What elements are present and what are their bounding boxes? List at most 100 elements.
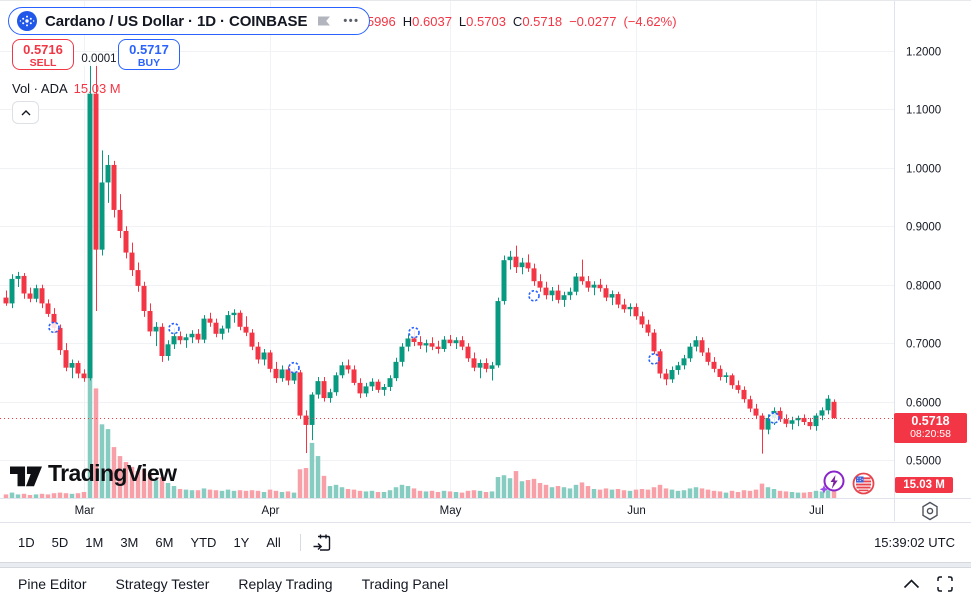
candle-121 bbox=[729, 373, 735, 389]
candle-113 bbox=[681, 354, 687, 370]
candle-body bbox=[3, 297, 9, 304]
candle-body bbox=[663, 373, 669, 380]
collapse-legend-button[interactable] bbox=[12, 101, 39, 124]
sell-price: 0.5716 bbox=[23, 42, 63, 57]
volume-bar bbox=[573, 484, 579, 498]
volume-bar bbox=[309, 442, 315, 498]
tab-trading-panel[interactable]: Trading Panel bbox=[361, 575, 449, 592]
candle-109 bbox=[657, 348, 663, 379]
volume-bar bbox=[423, 491, 429, 498]
candle-body bbox=[747, 399, 753, 409]
volume-bar bbox=[729, 490, 735, 498]
price-tick-label: 1.0000 bbox=[906, 164, 941, 176]
range-3m[interactable]: 3M bbox=[120, 535, 139, 550]
candle-body bbox=[123, 230, 129, 253]
candle-36 bbox=[219, 325, 225, 340]
candle-77 bbox=[465, 343, 471, 362]
candle-body bbox=[99, 182, 105, 250]
volume-bar bbox=[183, 489, 189, 498]
candle-120 bbox=[723, 372, 729, 383]
volume-bar bbox=[723, 492, 729, 498]
tab-pine-editor[interactable]: Pine Editor bbox=[18, 575, 87, 592]
price-tick-label: 1.2000 bbox=[906, 47, 941, 59]
candle-125 bbox=[753, 403, 759, 420]
candle-5 bbox=[33, 284, 39, 303]
volume-bar bbox=[153, 480, 159, 498]
candle-body bbox=[711, 361, 717, 369]
volume-bar bbox=[501, 475, 507, 498]
volume-bar bbox=[561, 487, 567, 498]
volume-bar bbox=[351, 489, 357, 498]
price-axis[interactable]: 1.2000 1.1000 1.0000 0.9000 0.8000 0.7000 0.60… bbox=[906, 47, 941, 468]
fullscreen-icon[interactable] bbox=[937, 575, 953, 592]
candles-layer bbox=[3, 56, 837, 454]
volume-bar bbox=[363, 491, 369, 498]
clock-utc[interactable]: 15:39:02 UTC bbox=[874, 535, 955, 550]
range-1y[interactable]: 1Y bbox=[233, 535, 250, 550]
expand-panel-chevron-icon[interactable] bbox=[903, 578, 920, 589]
range-1d[interactable]: 1D bbox=[18, 535, 35, 550]
volume-bar bbox=[123, 462, 129, 498]
candle-body bbox=[609, 294, 615, 298]
candle-126 bbox=[759, 413, 765, 454]
candle-body bbox=[339, 365, 345, 376]
bottom-panel: Pine Editor Strategy Tester Replay Tradi… bbox=[0, 568, 971, 598]
candle-52 bbox=[315, 377, 321, 399]
volume-bar bbox=[165, 483, 171, 498]
candle-body bbox=[285, 369, 291, 381]
candle-91 bbox=[549, 287, 555, 302]
price-scale-settings-gear-icon[interactable] bbox=[920, 501, 940, 521]
time-axis[interactable]: Mar Apr May Jun Jul bbox=[75, 505, 824, 517]
range-1m[interactable]: 1M bbox=[85, 535, 104, 550]
candle-body bbox=[237, 312, 243, 327]
candle-41 bbox=[249, 329, 255, 351]
flag-icon[interactable] bbox=[317, 15, 331, 28]
candle-19 bbox=[117, 194, 123, 238]
us-economic-event-flag-icon[interactable] bbox=[851, 471, 876, 496]
crypto-event-lightning-icon[interactable] bbox=[818, 469, 846, 496]
range-6m[interactable]: 6M bbox=[155, 535, 174, 550]
candle-body bbox=[45, 303, 51, 314]
candle-81 bbox=[489, 361, 495, 381]
candle-33 bbox=[201, 315, 207, 344]
candle-body bbox=[69, 363, 75, 368]
volume-bar bbox=[333, 484, 339, 498]
candle-body bbox=[21, 275, 27, 294]
volume-bar bbox=[585, 486, 591, 498]
buy-button[interactable]: 0.5717 BUY bbox=[118, 39, 180, 70]
candle-80 bbox=[483, 358, 489, 373]
sell-button[interactable]: 0.5716 SELL bbox=[12, 39, 74, 70]
candle-58 bbox=[351, 365, 357, 386]
tab-replay-trading[interactable]: Replay Trading bbox=[238, 575, 333, 592]
candle-88 bbox=[531, 263, 537, 286]
candle-73 bbox=[441, 336, 447, 352]
volume-bar bbox=[105, 429, 111, 498]
candle-body bbox=[741, 389, 747, 400]
range-5d[interactable]: 5D bbox=[51, 535, 69, 550]
candle-body bbox=[249, 332, 255, 347]
range-all[interactable]: All bbox=[266, 535, 281, 550]
tab-strategy-tester[interactable]: Strategy Tester bbox=[115, 575, 210, 592]
candlestick-chart[interactable]: 1.2000 1.1000 1.0000 0.9000 0.8000 0.7000 0.60… bbox=[0, 1, 971, 522]
symbol-button[interactable]: Cardano / US Dollar · 1D · COINBASE ••• bbox=[8, 7, 371, 35]
candle-70 bbox=[423, 339, 429, 353]
candle-body bbox=[777, 410, 783, 420]
volume-bar bbox=[699, 488, 705, 498]
candle-body bbox=[405, 338, 411, 347]
panel-separator bbox=[0, 562, 971, 568]
volume-bar bbox=[411, 488, 417, 498]
volume-bar bbox=[261, 492, 267, 498]
volume-bar bbox=[135, 471, 141, 498]
volume-bar bbox=[657, 484, 663, 498]
go-to-date-button[interactable] bbox=[311, 532, 333, 554]
more-options-icon[interactable]: ••• bbox=[343, 15, 360, 27]
candle-31 bbox=[189, 330, 195, 344]
volume-bar bbox=[801, 492, 807, 498]
volume-bar bbox=[669, 489, 675, 498]
volume-bar bbox=[417, 490, 423, 498]
candle-body bbox=[417, 341, 423, 346]
event-marker bbox=[528, 290, 540, 302]
candle-14 bbox=[87, 56, 93, 381]
range-ytd[interactable]: YTD bbox=[190, 535, 217, 550]
candle-body bbox=[501, 260, 507, 302]
